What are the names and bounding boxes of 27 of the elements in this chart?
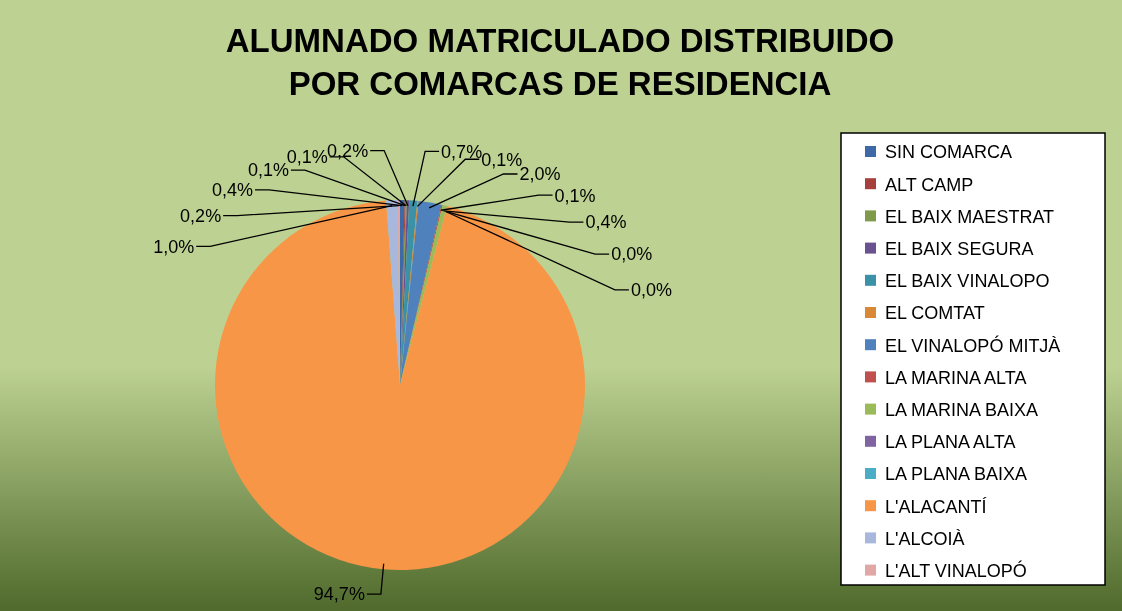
text: 0,0% bbox=[630, 280, 672, 301]
chart-title: ALUMNADO MATRICULADO DISTRIBUIDO POR COMARCAS DE RESIDENCIA bbox=[225, 22, 895, 102]
data-label: 0,2% bbox=[327, 140, 369, 161]
legend-label: L'ALT VINALOPÓ bbox=[885, 559, 1027, 581]
data-label: 0,4% bbox=[585, 212, 627, 233]
data-label: 1,0% bbox=[153, 236, 195, 257]
legend-label: EL BAIX SEGURA bbox=[885, 238, 1034, 259]
data-label: 0,7% bbox=[441, 141, 483, 162]
legend-label: L'ALACANTÍ bbox=[885, 496, 987, 517]
legend-label: LA PLANA BAIXA bbox=[885, 464, 1028, 485]
legend-label: LA MARINA BAIXA bbox=[885, 399, 1039, 420]
legend-label: EL VINALOPÓ MITJÀ bbox=[885, 334, 1061, 356]
data-label: 0,1% bbox=[286, 147, 328, 168]
legend-label: SIN COMARCA bbox=[885, 142, 1013, 163]
legend-label: LA PLANA ALTA bbox=[885, 432, 1016, 453]
legend-label: ALT CAMP bbox=[885, 174, 974, 195]
data-label: 0,4% bbox=[212, 180, 254, 201]
data-label: 0,1% bbox=[247, 160, 289, 181]
data-label: 0,1% bbox=[554, 185, 596, 206]
legend-label: EL BAIX MAESTRAT bbox=[885, 206, 1055, 227]
legend-label: LA MARINA ALTA bbox=[885, 367, 1027, 388]
legend-label: EL BAIX VINALOPO bbox=[885, 271, 1050, 292]
legend-label: L'ALCOIÀ bbox=[885, 528, 965, 549]
data-label: 94,7% bbox=[313, 584, 365, 605]
legend-label: EL COMTAT bbox=[885, 303, 985, 324]
text: 0,0% bbox=[611, 244, 653, 265]
data-label: 0,2% bbox=[180, 205, 222, 226]
